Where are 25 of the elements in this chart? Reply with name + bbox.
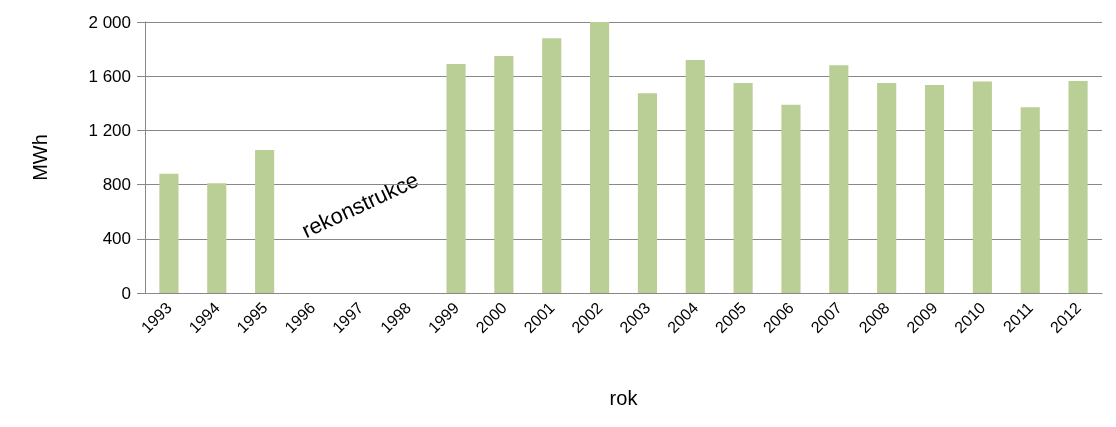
y-tick-label: 400 (102, 229, 131, 249)
x-axis-title: rok (609, 387, 639, 409)
bar (685, 59, 705, 293)
bar (877, 82, 897, 293)
y-tick-label: 1 200 (88, 120, 131, 140)
bar (1020, 107, 1040, 293)
bar (781, 104, 801, 293)
bar (1068, 80, 1088, 293)
y-tick-label: 2 000 (88, 12, 131, 32)
y-tick-label: 800 (102, 175, 131, 195)
bar (542, 38, 562, 293)
bar (972, 81, 992, 293)
y-axis-title: MWh (29, 134, 51, 181)
bar (159, 173, 179, 293)
bar (924, 85, 945, 293)
bar (829, 65, 849, 293)
y-tick-label: 1 600 (88, 66, 131, 86)
bar (637, 93, 657, 293)
bar (207, 183, 227, 293)
bar (255, 150, 275, 293)
bar (446, 64, 466, 293)
bar (733, 82, 753, 293)
bar (590, 22, 610, 293)
y-tick-label: 0 (121, 283, 131, 303)
bar (494, 55, 514, 293)
